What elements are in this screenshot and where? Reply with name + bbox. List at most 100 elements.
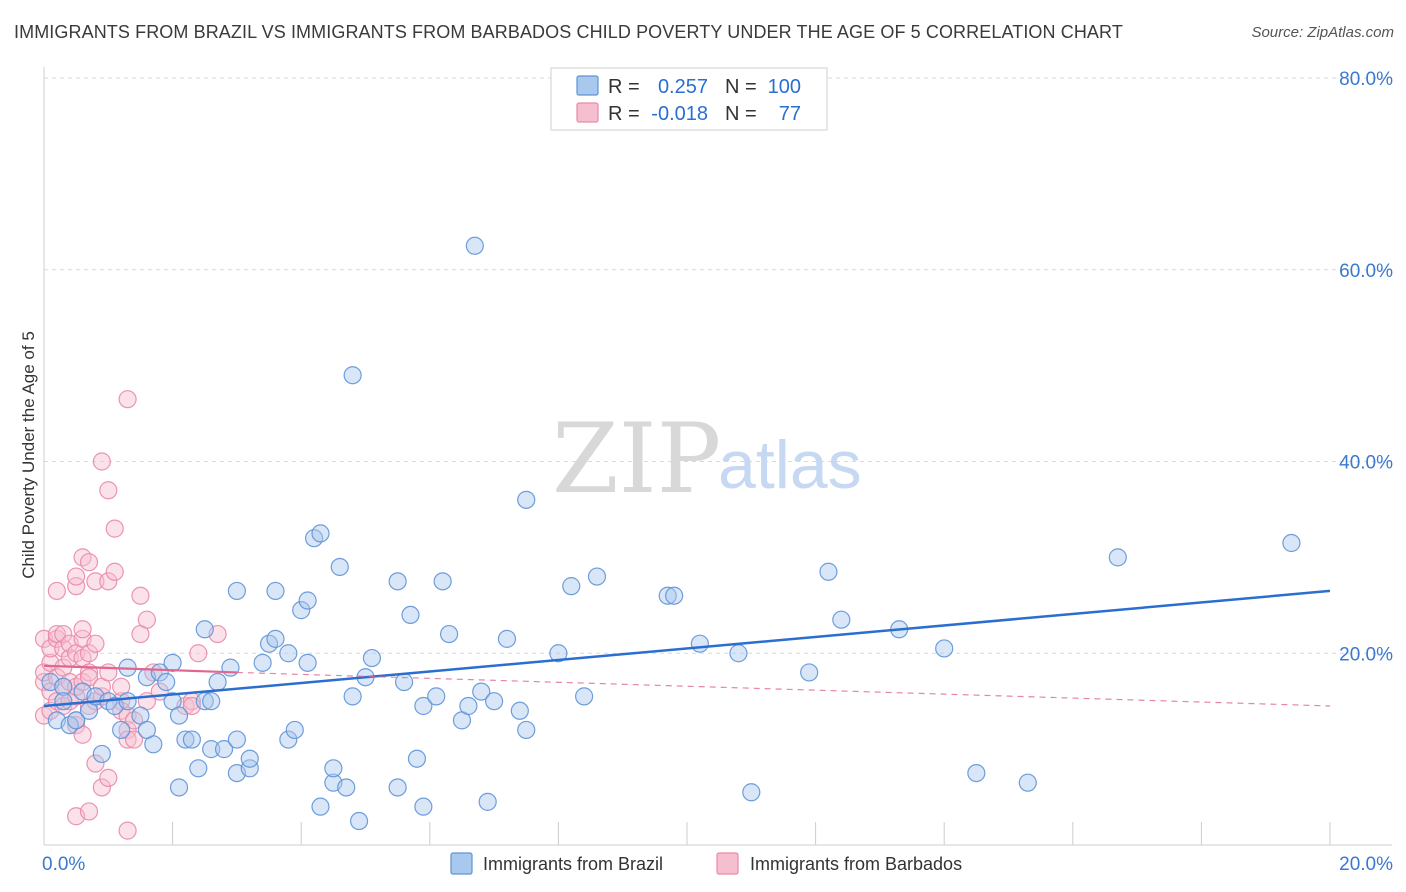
brazil-point [388, 778, 407, 797]
barbados-point [99, 481, 118, 500]
barbados-point [124, 730, 144, 749]
brazil-point [497, 629, 517, 648]
brazil-point [485, 692, 504, 711]
brazil-point [195, 620, 214, 639]
brazil-point [337, 778, 356, 797]
barbados-point [92, 452, 111, 471]
source-label: Source: ZipAtlas.com [1251, 24, 1394, 41]
brazil-point [137, 720, 156, 740]
brazil-point [575, 687, 594, 706]
brazil-point [729, 644, 748, 663]
brazil-point [459, 696, 478, 716]
brazil-point [439, 624, 459, 644]
brazil-point [562, 577, 581, 596]
brazil-point [311, 524, 330, 543]
brazil-point [150, 663, 169, 682]
brazil-point [311, 797, 330, 816]
brazil-point [819, 562, 838, 581]
brazil-point [401, 605, 420, 625]
barbados-point [105, 562, 124, 581]
brazil-point [298, 653, 317, 672]
brazil-point [266, 629, 285, 648]
barbados-point [105, 519, 124, 538]
brazil-point [227, 730, 246, 749]
brazil-point [935, 639, 954, 658]
brazil-point [517, 720, 536, 740]
barbados-point [189, 644, 208, 663]
legend-r-value-brazil: 0.257 [658, 76, 708, 98]
brazil-point [285, 720, 304, 740]
brazil-trend-line [43, 589, 1331, 708]
brazil-point [214, 740, 234, 759]
brazil-point [182, 730, 201, 749]
brazil-point [388, 572, 407, 591]
barbados-point [67, 577, 86, 596]
barbados-point [79, 553, 99, 572]
barbados-point [79, 802, 99, 821]
brazil-point [587, 567, 607, 586]
brazil-point [665, 586, 684, 605]
watermark-zip: ZIP [552, 403, 721, 515]
barbados-point [73, 620, 92, 639]
y-axis-title: Child Poverty Under the Age of 5 [19, 331, 38, 579]
brazil-point [349, 811, 369, 831]
brazil-point [427, 687, 446, 706]
barbados-point [67, 567, 86, 586]
brazil-point [54, 692, 73, 711]
brazil-point [118, 692, 137, 711]
brazil-point [92, 744, 111, 764]
barbados-point [99, 768, 118, 787]
brazil-point [407, 749, 427, 768]
barbados-point [99, 572, 118, 591]
brazil-point [324, 759, 343, 778]
brazil-point [1108, 548, 1127, 567]
brazil-point [279, 644, 298, 663]
brazil-point [510, 701, 529, 720]
bottom-legend-label-barbados: Immigrants from Barbados [750, 854, 962, 874]
brazil-point [690, 634, 709, 653]
brazil-point [1018, 773, 1037, 792]
barbados-point [86, 754, 105, 773]
barbados-point [118, 821, 137, 840]
legend-n-label-brazil: N = [725, 76, 757, 98]
barbados-point [47, 581, 66, 601]
barbados-point [67, 716, 86, 735]
brazil-point [298, 591, 317, 610]
brazil-point [472, 682, 491, 701]
legend-n-value-brazil: 100 [768, 76, 801, 98]
brazil-point [343, 687, 362, 706]
barbados-point [54, 624, 73, 644]
brazil-point [221, 658, 240, 677]
brazil-point [414, 696, 433, 716]
brazil-point [478, 792, 497, 811]
barbados-trend-line [43, 664, 237, 674]
bottom-legend-swatch-brazil [450, 852, 473, 875]
legend-swatch-brazil [576, 75, 599, 96]
brazil-point [517, 490, 536, 509]
barbados-point [131, 586, 150, 605]
brazil-point [253, 653, 272, 672]
brazil-point [1282, 533, 1301, 553]
x-tick-label: 20.0% [1339, 854, 1393, 875]
grid-lines [44, 77, 1392, 654]
legend-r-value-barbados: -0.018 [651, 103, 708, 125]
barbados-point [118, 390, 137, 409]
brazil-point [266, 581, 285, 601]
y-tick-label: 40.0% [1339, 453, 1393, 474]
barbados-point [137, 610, 156, 629]
brazil-point [112, 720, 131, 740]
legend-n-label-barbados: N = [725, 103, 757, 125]
barbados-point [79, 644, 99, 663]
brazil-point [202, 692, 221, 711]
barbados-point [99, 663, 118, 682]
y-tick-label: 80.0% [1339, 69, 1393, 90]
brazil-point [362, 648, 382, 668]
legend-n-value-barbados: 77 [779, 103, 801, 125]
brazil-point [967, 763, 986, 783]
series-legend: Immigrants from Brazil Immigrants from B… [450, 852, 962, 875]
brazil-point [549, 644, 568, 663]
brazil-point [832, 610, 851, 629]
brazil-point [189, 759, 208, 778]
chart-title: IMMIGRANTS FROM BRAZIL VS IMMIGRANTS FRO… [14, 22, 1123, 42]
